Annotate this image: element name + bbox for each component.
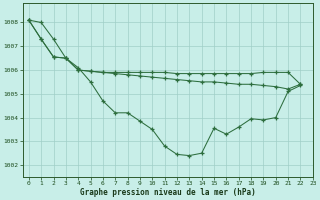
- X-axis label: Graphe pression niveau de la mer (hPa): Graphe pression niveau de la mer (hPa): [80, 188, 256, 197]
